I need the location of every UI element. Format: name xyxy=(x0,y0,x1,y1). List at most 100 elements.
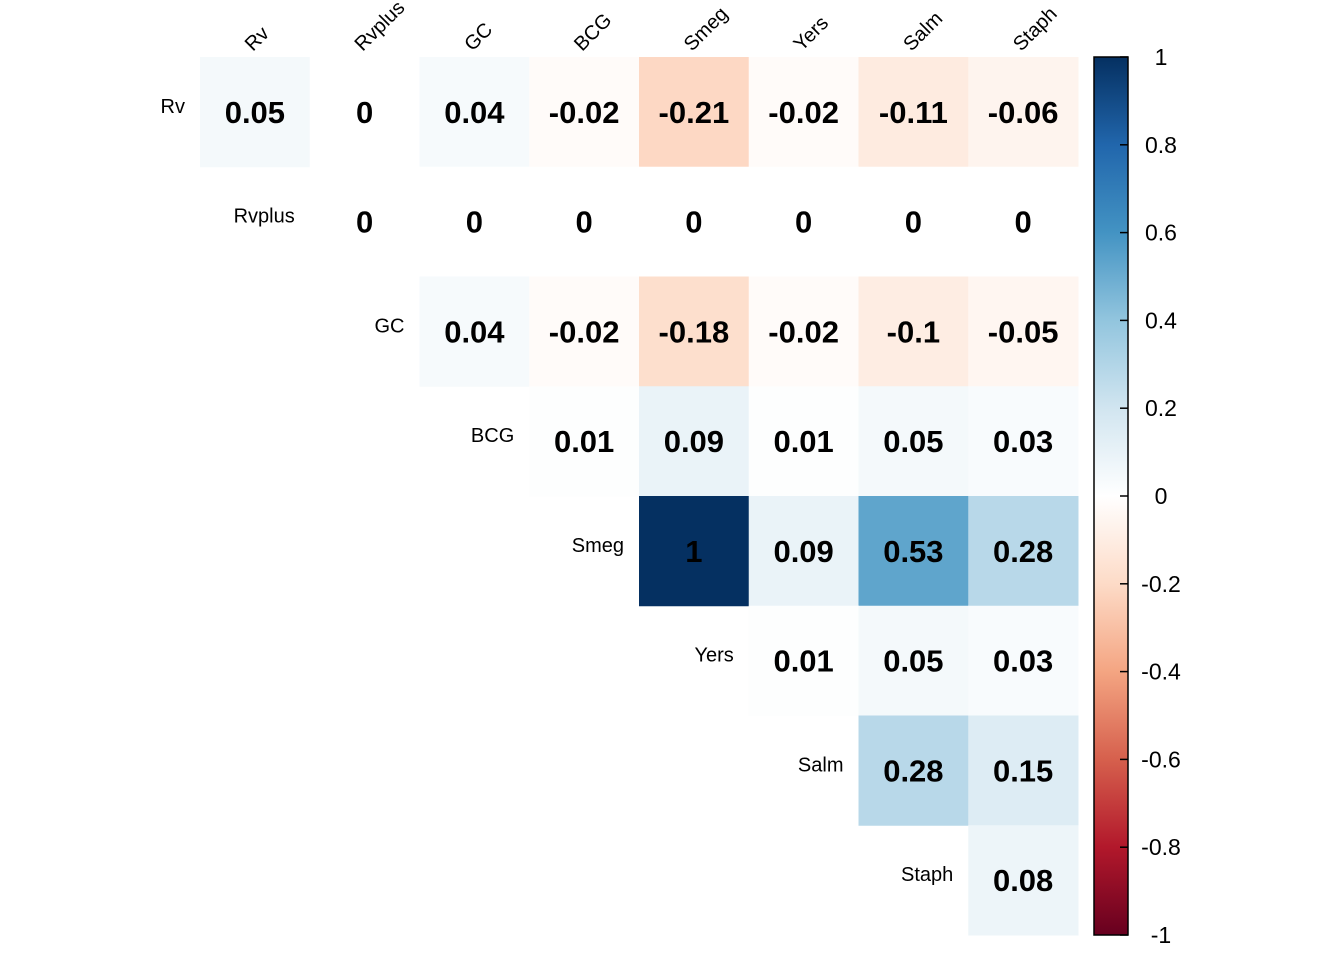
heatmap-cell-smeg-salm xyxy=(858,496,969,607)
color-legend-tick-label: 0.2 xyxy=(1145,395,1177,421)
cell-value-rvplus-bcg: 0 xyxy=(576,205,593,240)
cell-value-smeg-salm: 0.53 xyxy=(883,534,943,569)
cell-value-bcg-bcg: 0.01 xyxy=(554,424,614,459)
heatmap-cell-rvplus-gc xyxy=(419,166,530,277)
heatmap-cell-gc-smeg xyxy=(639,276,750,387)
heatmap-cell-bcg-yers xyxy=(748,386,859,497)
heatmap-cell-staph-staph xyxy=(968,825,1079,936)
cell-value-smeg-staph: 0.28 xyxy=(993,534,1053,569)
color-legend-tick-label: -0.4 xyxy=(1141,659,1181,685)
color-legend-tick-label: 0.4 xyxy=(1145,307,1177,333)
heatmap-cell-gc-bcg xyxy=(529,276,640,387)
cell-value-rv-rvplus: 0 xyxy=(356,95,373,130)
cell-value-rvplus-smeg: 0 xyxy=(685,205,702,240)
heatmap-cell-rv-bcg xyxy=(529,57,640,168)
cell-value-smeg-smeg: 1 xyxy=(685,534,702,569)
color-legend: 1 0.8 0.6 0.4 0.2 0 -0.2 -0.4 -0.6 -0.8 -1 xyxy=(1093,44,1181,948)
cell-value-rv-rv: 0.05 xyxy=(225,95,285,130)
heatmap-cell-gc-gc xyxy=(419,276,530,387)
cell-value-gc-smeg: -0.18 xyxy=(659,314,730,349)
row-label-rvplus: Rvplus xyxy=(234,206,295,228)
heatmap-cell-rv-yers xyxy=(748,57,859,168)
cell-value-yers-salm: 0.05 xyxy=(883,644,943,679)
heatmap-cell-rvplus-salm xyxy=(858,166,969,277)
heatmap-cell-gc-yers xyxy=(748,276,859,387)
heatmap-cell-rvplus-yers xyxy=(748,166,859,277)
cell-value-yers-yers: 0.01 xyxy=(773,644,833,679)
cell-value-staph-staph: 0.08 xyxy=(993,863,1053,898)
row-label-rv: Rv xyxy=(161,96,185,118)
color-legend-tick-label: -0.8 xyxy=(1141,834,1181,860)
color-legend-tick-label: 0.8 xyxy=(1145,132,1177,158)
cell-value-rv-smeg: -0.21 xyxy=(659,95,730,130)
heatmap-cell-rvplus-bcg xyxy=(529,166,640,277)
color-legend-tick-label: -0.6 xyxy=(1141,746,1181,772)
cell-value-rv-bcg: -0.02 xyxy=(549,95,620,130)
cell-value-rv-salm: -0.11 xyxy=(879,95,948,130)
row-labels: Rv Rvplus GC BCG Smeg Yers Salm Staph xyxy=(161,96,954,886)
cell-value-labels: 0.05 0 0.04 -0.02 -0.21 -0.02 -0.11 -0.060 0 0 0 0 0… xyxy=(225,95,1059,898)
heatmap-cell-bcg-staph xyxy=(968,386,1079,497)
cell-value-bcg-salm: 0.05 xyxy=(883,424,943,459)
heatmap-cell-smeg-yers xyxy=(748,496,859,607)
cell-value-rvplus-yers: 0 xyxy=(795,205,812,240)
heatmap-cell-rv-rvplus xyxy=(309,57,420,168)
color-legend-tick-label: 0.6 xyxy=(1145,220,1177,246)
row-label-gc: GC xyxy=(375,315,405,337)
cell-value-smeg-yers: 0.09 xyxy=(773,534,833,569)
cell-value-rvplus-staph: 0 xyxy=(1015,205,1032,240)
color-legend-tick-label: 1 xyxy=(1155,44,1168,70)
row-label-bcg: BCG xyxy=(471,425,514,447)
color-legend-tick-label: 0 xyxy=(1155,483,1168,509)
heatmap-cell-yers-yers xyxy=(748,605,859,716)
heatmap-cell-smeg-staph xyxy=(968,496,1079,607)
cell-value-gc-gc: 0.04 xyxy=(444,314,505,349)
column-label-staph: Staph xyxy=(1009,3,1062,56)
column-label-salm: Salm xyxy=(899,8,947,56)
column-label-yers: Yers xyxy=(790,12,833,55)
heatmap-cell-rvplus-smeg xyxy=(639,166,750,277)
color-legend-tick-label: -1 xyxy=(1151,922,1171,948)
cell-value-gc-yers: -0.02 xyxy=(768,314,839,349)
cell-value-bcg-staph: 0.03 xyxy=(993,424,1053,459)
heatmap-cell-bcg-smeg xyxy=(639,386,750,497)
heatmap-cells xyxy=(200,57,1079,936)
heatmap-cell-yers-salm xyxy=(858,605,969,716)
heatmap-cell-rvplus-staph xyxy=(968,166,1079,277)
row-label-yers: Yers xyxy=(694,645,733,667)
heatmap-cell-salm-salm xyxy=(858,715,969,826)
row-label-staph: Staph xyxy=(901,864,953,886)
cell-value-rv-gc: 0.04 xyxy=(444,95,505,130)
heatmap-cell-rv-smeg xyxy=(639,57,750,168)
column-label-smeg: Smeg xyxy=(680,3,733,56)
heatmap-cell-smeg-smeg xyxy=(639,496,750,607)
column-label-rv: Rv xyxy=(241,23,274,56)
cell-value-salm-salm: 0.28 xyxy=(883,753,943,788)
cell-value-gc-bcg: -0.02 xyxy=(549,314,620,349)
cell-value-bcg-yers: 0.01 xyxy=(773,424,833,459)
cell-value-salm-staph: 0.15 xyxy=(993,753,1053,788)
cell-value-rvplus-rvplus: 0 xyxy=(356,205,373,240)
column-label-bcg: BCG xyxy=(570,9,616,55)
cell-value-gc-salm: -0.1 xyxy=(887,314,940,349)
heatmap-cell-salm-staph xyxy=(968,715,1079,826)
cell-value-yers-staph: 0.03 xyxy=(993,644,1053,679)
column-label-rvplus: Rvplus xyxy=(351,0,410,56)
cell-value-rvplus-gc: 0 xyxy=(466,205,483,240)
row-label-salm: Salm xyxy=(798,754,844,776)
heatmap-cell-rv-rv xyxy=(200,57,311,168)
heatmap-cell-yers-staph xyxy=(968,605,1079,716)
column-label-gc: GC xyxy=(460,19,497,56)
cell-value-rvplus-salm: 0 xyxy=(905,205,922,240)
column-labels: Rv Rvplus GC BCG Smeg Yers Salm Staph xyxy=(241,0,1062,56)
heatmap-cell-rv-salm xyxy=(858,57,969,168)
heatmap-cell-rvplus-rvplus xyxy=(309,166,420,277)
cell-value-bcg-smeg: 0.09 xyxy=(664,424,724,459)
heatmap-cell-gc-staph xyxy=(968,276,1079,387)
heatmap-cell-rv-gc xyxy=(419,57,530,168)
heatmap-cell-gc-salm xyxy=(858,276,969,387)
row-label-smeg: Smeg xyxy=(572,535,624,557)
cell-value-gc-staph: -0.05 xyxy=(988,314,1059,349)
heatmap-cell-bcg-bcg xyxy=(529,386,640,497)
